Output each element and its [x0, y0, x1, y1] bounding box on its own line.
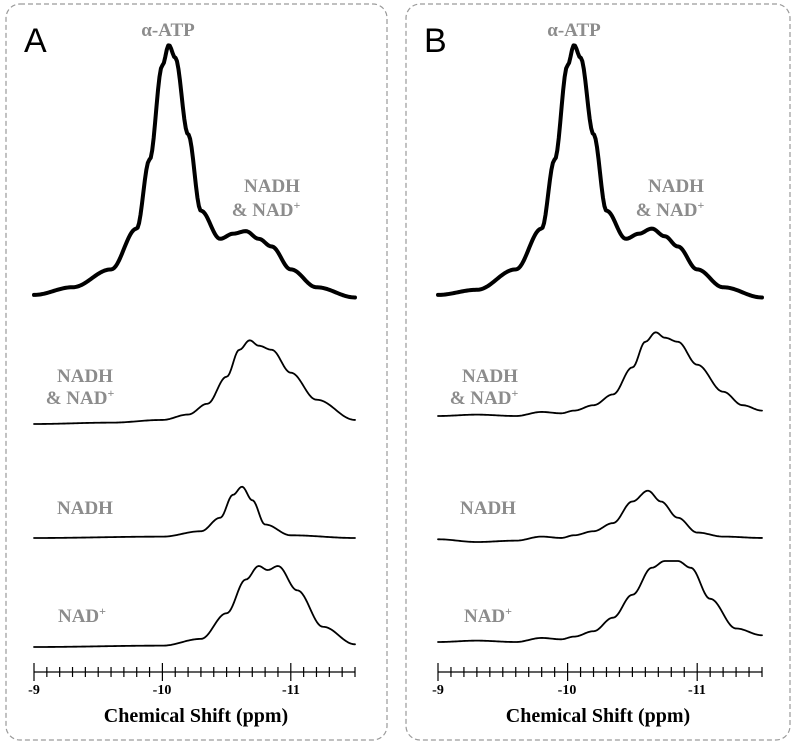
panel-b-letter: B	[424, 22, 447, 60]
panel-a-trace-total	[32, 43, 357, 300]
panel-a-sum-label-1: NADH	[57, 366, 113, 387]
panel-a-trace-nad	[33, 565, 356, 648]
panel-a-total-label-3: & NAD+	[232, 198, 301, 221]
panel-b-tick-label-3: -11	[688, 683, 706, 698]
panel-b-trace-nadh	[437, 489, 763, 543]
panel-b-axis-title: Chemical Shift (ppm)	[506, 705, 690, 727]
panel-a-axis-title: Chemical Shift (ppm)	[104, 705, 288, 727]
panel-a-nad-label: NAD+	[58, 604, 106, 627]
panel-b-total-label-3: & NAD+	[636, 198, 705, 221]
panel-b-x-axis: -9 -10 -11 Chemical Shift (ppm)	[432, 663, 763, 727]
panel-a-ticks	[33, 663, 356, 681]
panel-b-tick-label-2: -10	[558, 683, 577, 698]
panel-b-sum-label-1: NADH	[462, 366, 518, 387]
panel-a-trace-sum	[33, 339, 356, 425]
panel-b-total-label-1: α-ATP	[547, 20, 601, 41]
panel-b-nad-label: NAD+	[464, 604, 512, 627]
panel-b-trace-sum	[437, 331, 763, 417]
panel-b-total-label-2: NADH	[648, 176, 704, 197]
panel-b-nadh-label: NADH	[460, 498, 516, 519]
panel-b-ticks	[437, 663, 763, 681]
panel-a-tick-label-2: -10	[153, 683, 172, 698]
panel-a-total-label-2: NADH	[244, 176, 300, 197]
panel-b-frame	[405, 3, 791, 741]
panel-b-sum-label-2: & NAD+	[450, 386, 519, 409]
panel-a-nadh-label: NADH	[57, 498, 113, 519]
panel-a-letter: A	[24, 22, 47, 60]
panel-a: A α-ATP NADH & NAD+ NADH & NAD+ NADH NAD…	[5, 3, 388, 741]
panel-a-total-label-1: α-ATP	[141, 20, 195, 41]
panel-b: B α-ATP NADH & NAD+ NADH & NAD+ NADH NAD…	[405, 3, 791, 741]
panel-a-x-axis: -9 -10 -11 Chemical Shift (ppm)	[28, 663, 356, 727]
panel-b-tick-label-1: -9	[432, 683, 444, 698]
panel-a-tick-label-1: -9	[28, 683, 40, 698]
panel-a-tick-label-3: -11	[282, 683, 300, 698]
panel-a-frame	[5, 3, 388, 741]
panel-a-trace-nadh	[33, 485, 356, 539]
panel-b-trace-total	[436, 43, 764, 300]
panel-a-sum-label-2: & NAD+	[46, 386, 115, 409]
panel-b-trace-nad	[437, 560, 763, 643]
